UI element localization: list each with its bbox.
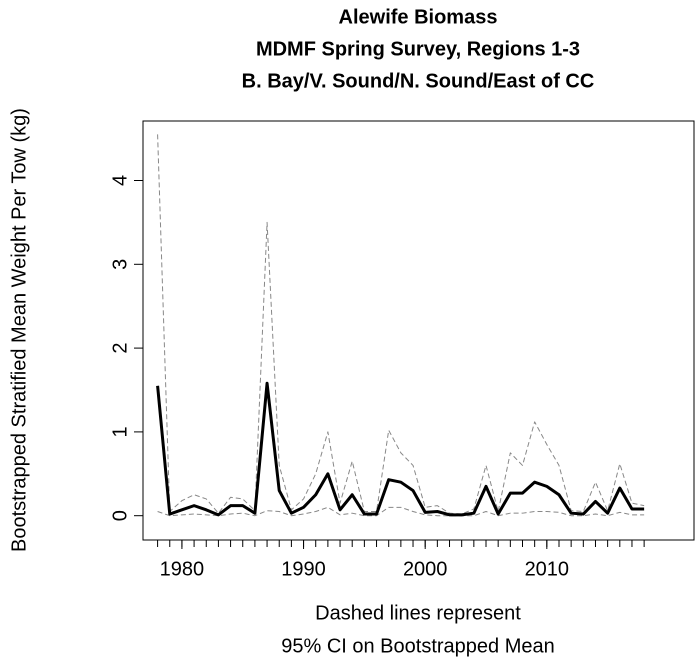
x-tick-label: 2000 bbox=[403, 558, 448, 580]
chart-title: B. Bay/V. Sound/N. Sound/East of CC bbox=[242, 70, 595, 92]
chart-title: Alewife Biomass bbox=[339, 6, 498, 28]
data-line bbox=[156, 381, 645, 517]
chart-title: MDMF Spring Survey, Regions 1-3 bbox=[256, 38, 580, 60]
x-axis-label: 95% CI on Bootstrapped Mean bbox=[281, 635, 555, 657]
y-axis-label: Bootstrapped Stratified Mean Weight Per … bbox=[8, 108, 30, 552]
x-tick-label: 2010 bbox=[525, 558, 570, 580]
data-line bbox=[157, 506, 645, 517]
x-tick-label: 1990 bbox=[281, 558, 326, 580]
y-tick-label: 3 bbox=[109, 259, 131, 270]
data-line bbox=[157, 134, 645, 515]
x-axis-label: Dashed lines represent bbox=[315, 602, 521, 624]
x-tick-label: 1980 bbox=[160, 558, 205, 580]
y-tick-label: 0 bbox=[109, 510, 131, 521]
y-tick-label: 1 bbox=[109, 426, 131, 437]
y-tick-label: 2 bbox=[109, 343, 131, 354]
y-tick-label: 4 bbox=[109, 175, 131, 186]
plot-frame bbox=[142, 120, 695, 541]
